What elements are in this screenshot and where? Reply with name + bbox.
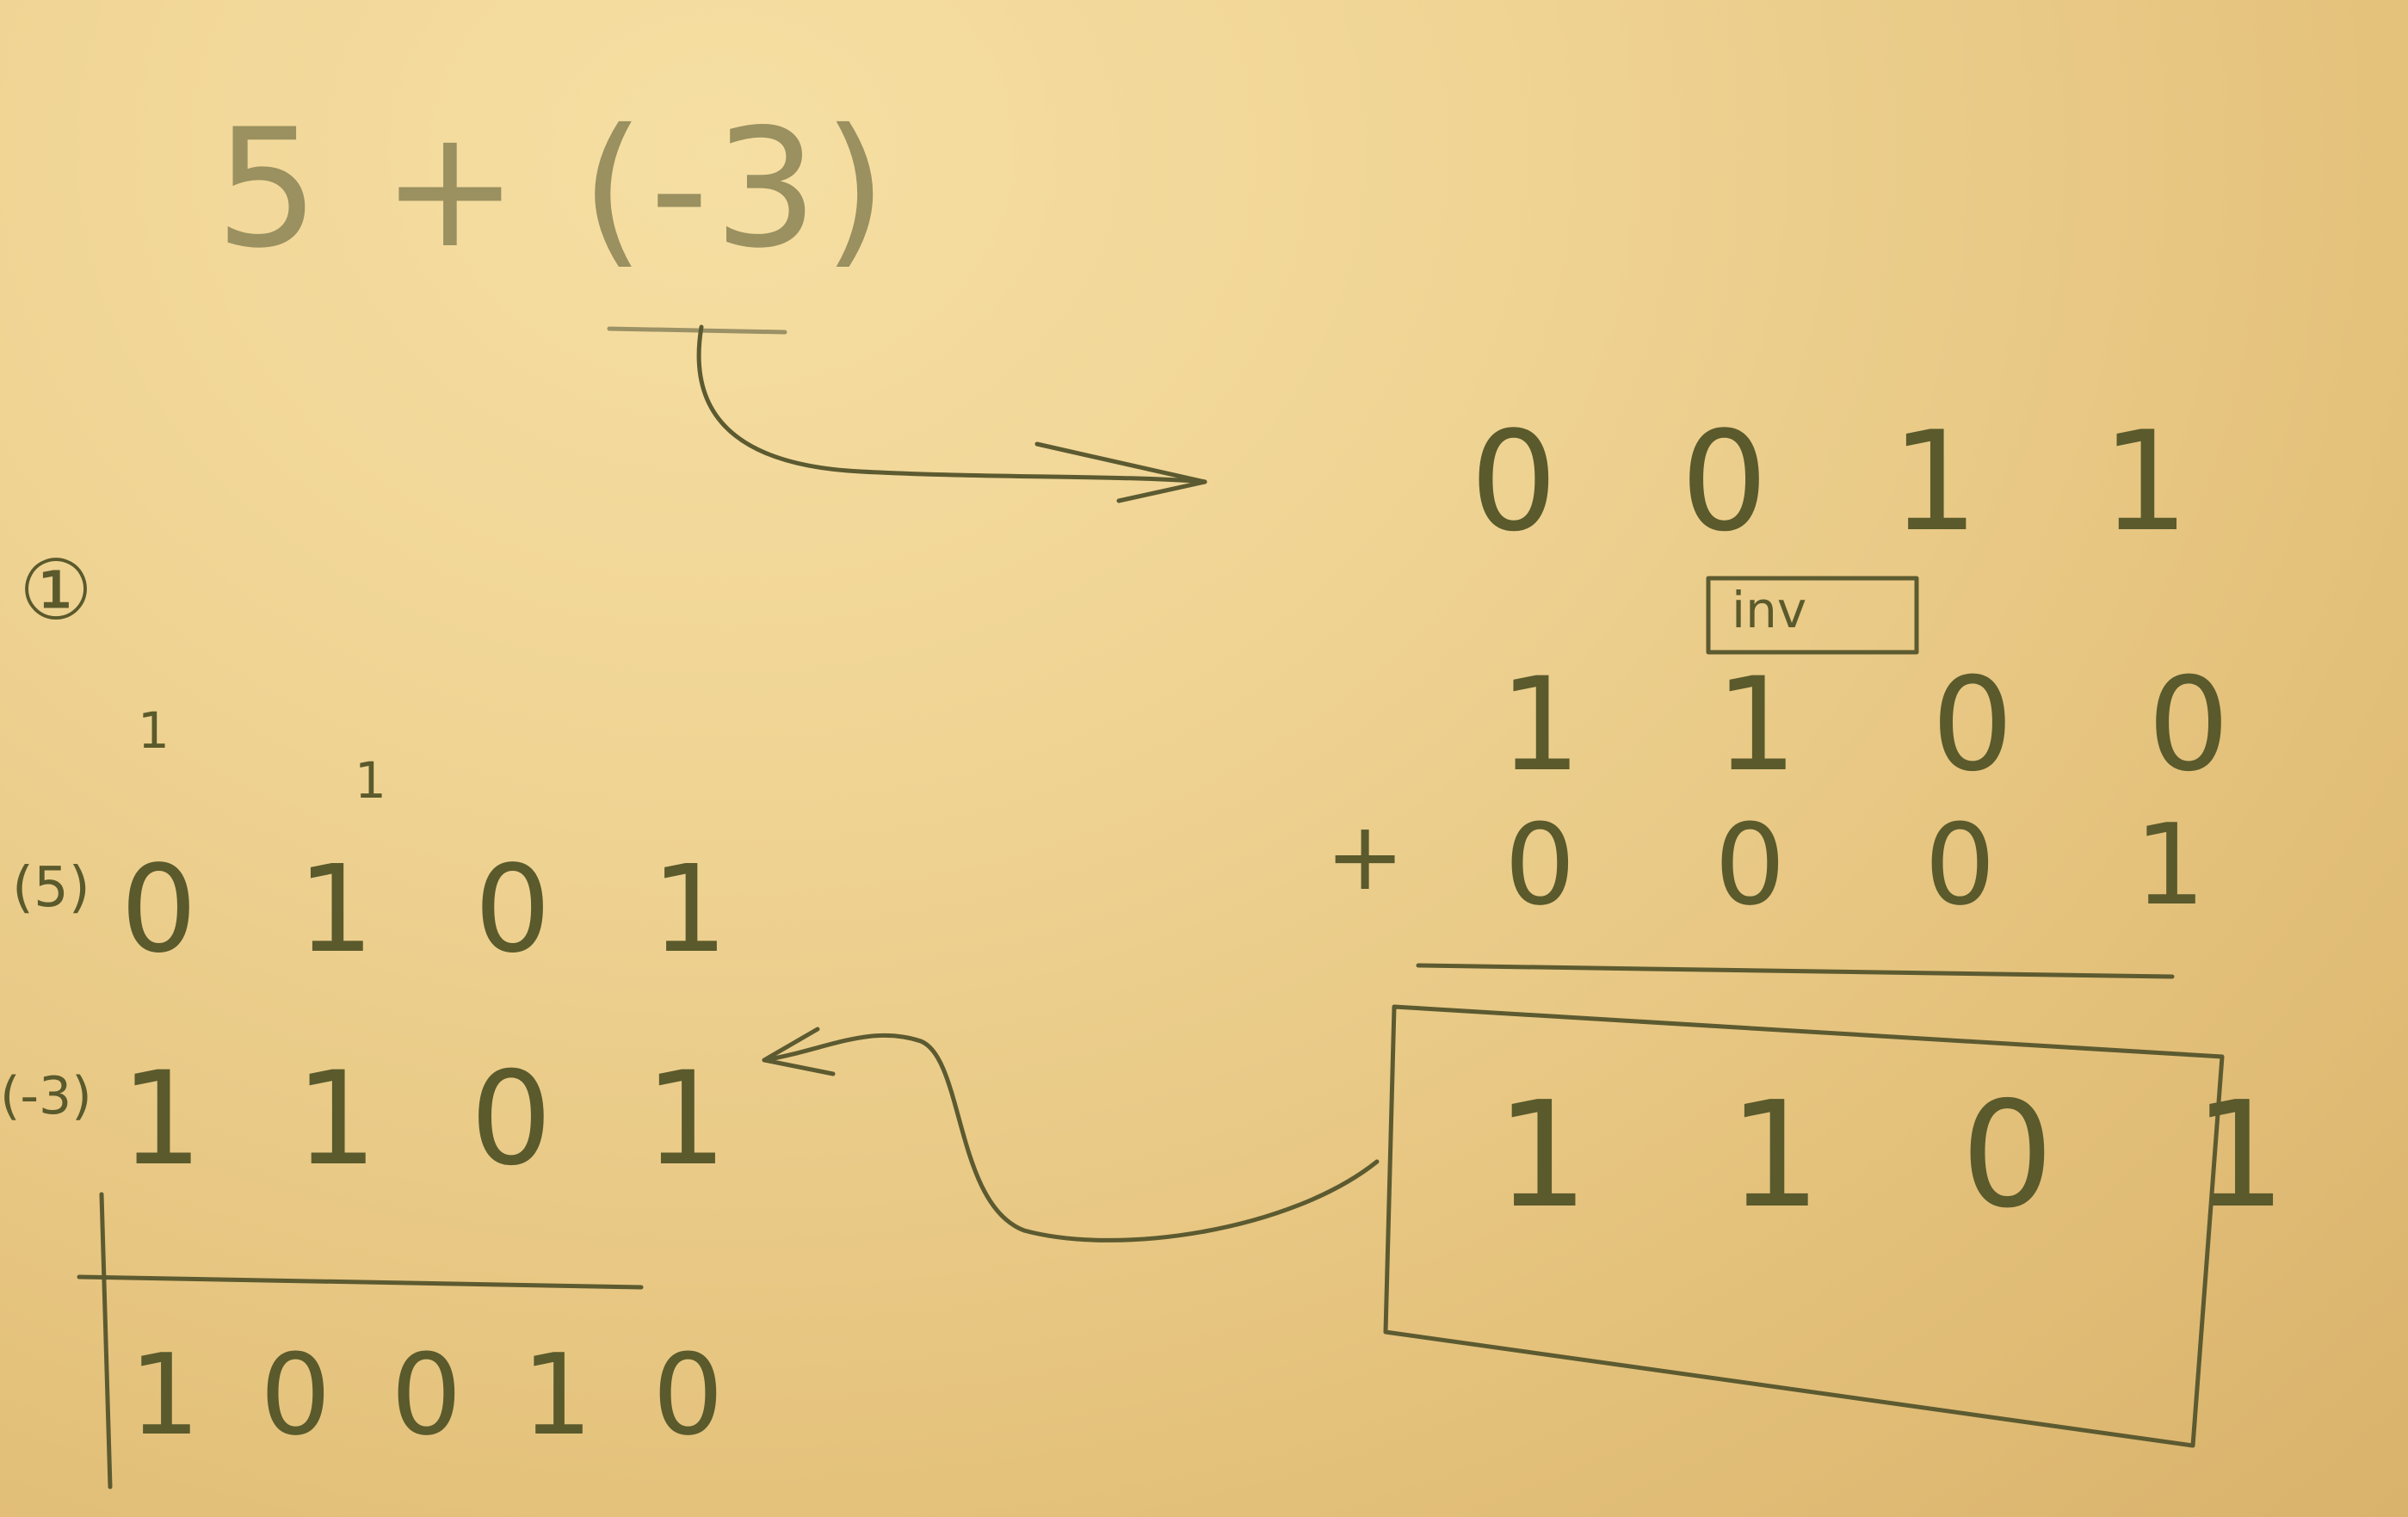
result-box — [1383, 1004, 2225, 1448]
expression: 5 + (-3) — [215, 94, 892, 284]
label-minus-three: (-3) — [0, 1066, 92, 1126]
carry-mark-1: 1 — [138, 701, 170, 760]
right-plus-sign: + — [1325, 801, 1405, 911]
step-marker: ① — [19, 542, 94, 638]
right-result: 1 1 0 1 — [1496, 1070, 2333, 1241]
right-row-2: 1 1 0 0 — [1499, 651, 2276, 800]
inv-box — [1706, 576, 1919, 655]
arrow-to-right-head — [1034, 441, 1207, 503]
left-result: 1 0 0 1 0 — [129, 1329, 736, 1460]
arrow-to-left — [762, 1033, 1380, 1243]
arrow-to-right — [696, 324, 1207, 484]
arrow-to-left-head — [762, 1027, 836, 1076]
left-overflow-line — [99, 1192, 113, 1489]
right-sum-line — [1416, 963, 2175, 979]
left-sum-line — [77, 1274, 644, 1290]
carry-mark-2: 1 — [355, 751, 386, 810]
inv-label: inv — [1732, 581, 1807, 639]
right-row-1: 0 0 1 1 — [1470, 401, 2229, 562]
label-five: (5) — [12, 856, 90, 920]
left-row-minus-three: 1 1 0 1 — [120, 1045, 753, 1194]
right-row-3: 0 0 0 1 — [1504, 799, 2257, 930]
expression-underline — [607, 326, 787, 335]
left-row-five: 0 1 0 1 — [120, 840, 759, 980]
